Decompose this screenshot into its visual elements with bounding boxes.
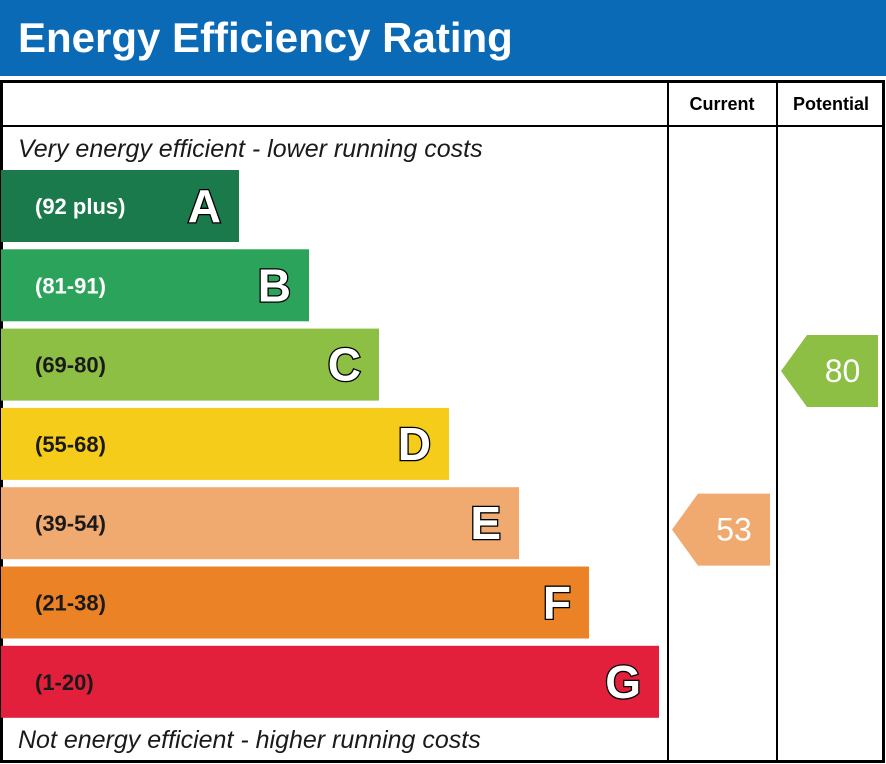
band-c-bar bbox=[1, 328, 379, 401]
rating-arrows: 53 80 bbox=[672, 334, 878, 566]
band-e-letter: E bbox=[470, 497, 501, 549]
band-f-letter: F bbox=[543, 577, 571, 629]
title-bar bbox=[0, 0, 886, 76]
band-e-range: (39-54) bbox=[35, 511, 106, 536]
band-d-bar bbox=[1, 407, 449, 480]
band-b-range: (81-91) bbox=[35, 273, 106, 298]
band-f-bar bbox=[1, 566, 589, 639]
band-a-letter: A bbox=[188, 180, 221, 232]
top-caption: Very energy efficient - lower running co… bbox=[18, 135, 483, 163]
band-c-range: (69-80) bbox=[35, 353, 106, 378]
band-a-range: (92 plus) bbox=[35, 194, 125, 219]
potential-column-header: Potential bbox=[793, 94, 869, 114]
band-a-bar bbox=[1, 170, 239, 242]
current-rating-value: 53 bbox=[716, 512, 752, 548]
band-c-letter: C bbox=[328, 339, 361, 391]
band-e-bar bbox=[1, 487, 519, 560]
current-rating-arrow bbox=[672, 493, 770, 566]
band-b-bar bbox=[1, 249, 309, 322]
band-g-bar bbox=[1, 645, 659, 718]
bottom-caption: Not energy efficient - higher running co… bbox=[18, 726, 481, 754]
rating-bands: (92 plus) A (81-91) B (69-80) C (55-68) D (39-54… bbox=[1, 170, 659, 718]
potential-rating-value: 80 bbox=[825, 353, 861, 389]
current-column-header: Current bbox=[689, 94, 754, 114]
band-g-letter: G bbox=[605, 656, 641, 708]
band-g-range: (1-20) bbox=[35, 670, 94, 695]
potential-rating-arrow bbox=[781, 334, 878, 407]
band-b-letter: B bbox=[258, 259, 291, 311]
band-d-letter: D bbox=[398, 418, 431, 470]
chart-title: Energy Efficiency Rating bbox=[18, 14, 513, 61]
band-f-range: (21-38) bbox=[35, 591, 106, 616]
band-d-range: (55-68) bbox=[35, 432, 106, 457]
